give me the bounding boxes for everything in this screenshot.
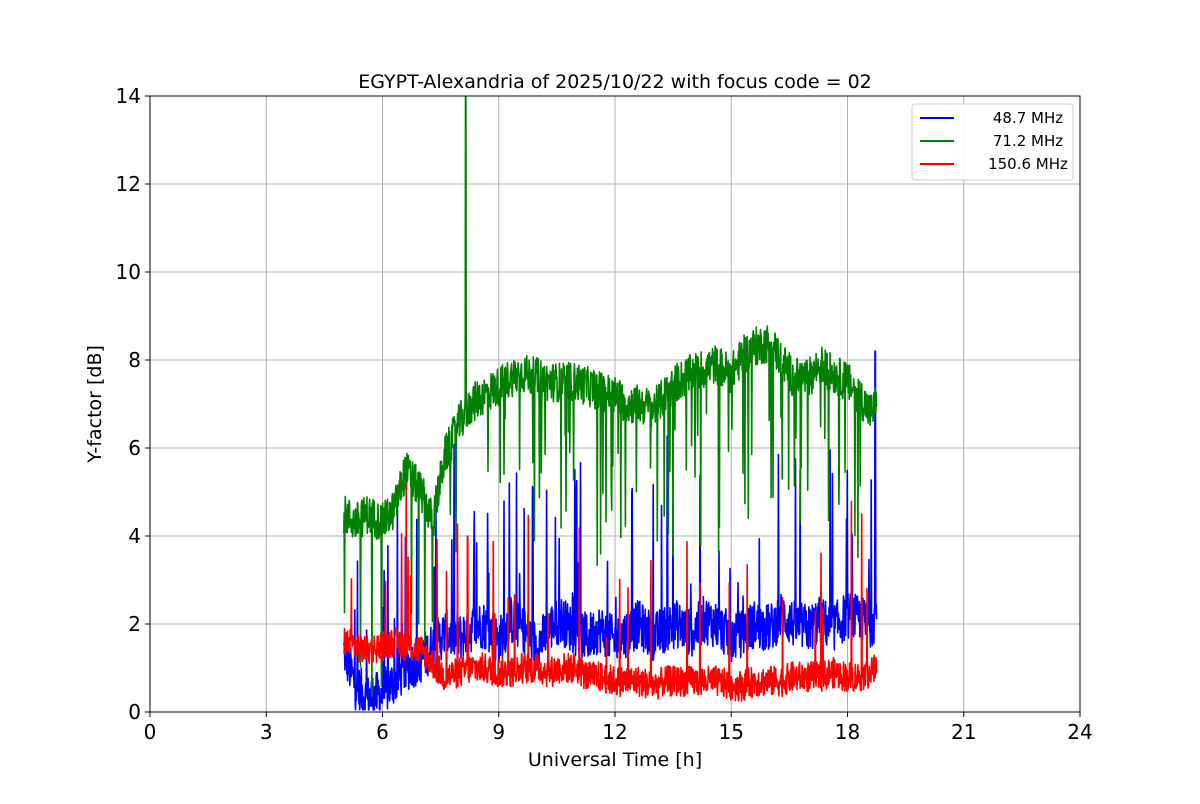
legend-label-1: 71.2 MHz <box>993 132 1063 150</box>
x-tick-label: 12 <box>602 720 627 744</box>
series-line-1 <box>343 96 878 698</box>
x-tick-label: 15 <box>719 720 744 744</box>
legend: 48.7 MHz 71.2 MHz 150.6 MHz <box>911 103 1074 181</box>
y-tick-label: 14 <box>116 84 141 108</box>
y-tick-label: 0 <box>128 700 141 724</box>
x-tick-label: 3 <box>260 720 273 744</box>
series-layer <box>343 96 878 711</box>
chart-title: EGYPT-Alexandria of 2025/10/22 with focu… <box>358 71 872 93</box>
x-tick-label: 0 <box>144 720 157 744</box>
y-tick-label: 6 <box>128 436 141 460</box>
legend-box <box>911 103 1074 181</box>
series-line-2 <box>343 482 878 702</box>
x-tick-label: 9 <box>492 720 505 744</box>
y-tick-label: 12 <box>116 172 141 196</box>
legend-label-0: 48.7 MHz <box>993 109 1063 127</box>
y-axis-label: Y-factor [dB] <box>84 345 106 464</box>
x-tick-label: 18 <box>835 720 860 744</box>
y-tick-label: 4 <box>128 524 141 548</box>
x-axis-label: Universal Time [h] <box>528 749 702 771</box>
legend-label-2: 150.6 MHz <box>988 155 1068 173</box>
y-tick-label: 2 <box>128 612 141 636</box>
y-tick-label: 8 <box>128 348 141 372</box>
x-tick-label: 6 <box>376 720 389 744</box>
y-tick-label: 10 <box>116 260 141 284</box>
x-tick-label: 24 <box>1067 720 1092 744</box>
x-tick-label: 21 <box>951 720 976 744</box>
